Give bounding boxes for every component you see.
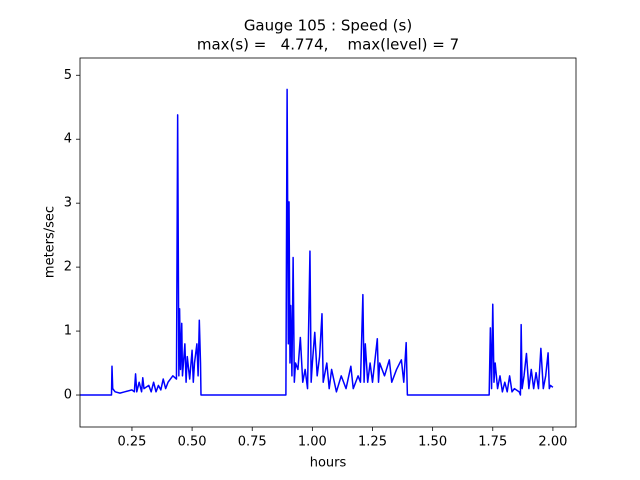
- y-tick-label: 1: [64, 324, 72, 339]
- x-tick-label: 1.50: [418, 435, 447, 450]
- x-tick-label: 1.25: [358, 435, 387, 450]
- x-tick-label: 1.00: [298, 435, 327, 450]
- y-axis-label: meters/sec: [43, 206, 58, 278]
- x-tick-label: 1.75: [478, 435, 507, 450]
- y-tick-label: 2: [64, 260, 72, 275]
- chart-title: Gauge 105 : Speed (s): [244, 17, 412, 35]
- x-tick-label: 0.75: [238, 435, 267, 450]
- data-line: [80, 88, 554, 396]
- chart-subtitle: max(s) = 4.774, max(level) = 7: [197, 36, 459, 54]
- plot-frame: [79, 57, 577, 428]
- y-tick-label: 0: [64, 388, 72, 403]
- y-tick-label: 4: [64, 132, 72, 147]
- y-tick-label: 3: [64, 196, 72, 211]
- y-tick-label: 5: [64, 68, 72, 83]
- x-tick-label: 0.50: [178, 435, 207, 450]
- x-tick-label: 0.25: [117, 435, 146, 450]
- x-tick-label: 2.00: [538, 435, 567, 450]
- x-axis-label: hours: [310, 456, 347, 471]
